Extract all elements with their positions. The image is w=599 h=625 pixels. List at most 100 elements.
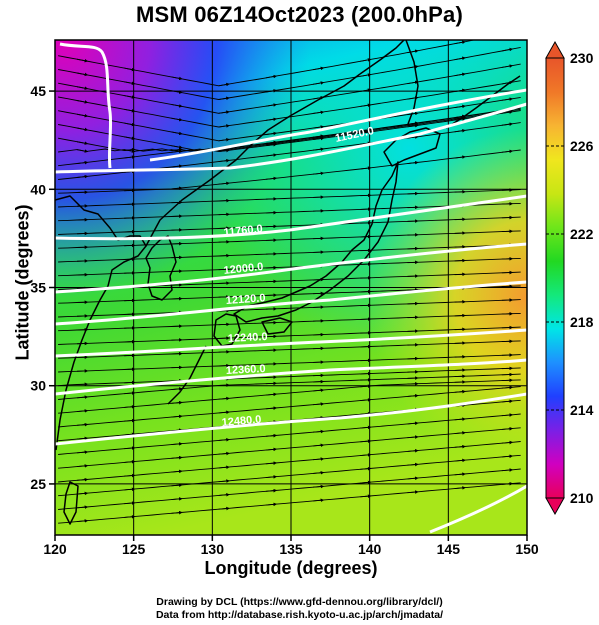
- colorbar-tick-label: 222: [570, 226, 594, 242]
- contour-labels: 11520.0 11760.0 12000.0 12120.0 12240.0 …: [221, 125, 375, 429]
- wind-arrow: [171, 131, 183, 136]
- wind-arrow: [218, 96, 230, 101]
- wind-arrow: [171, 147, 183, 152]
- wind-arrow: [360, 103, 372, 108]
- credit-data: Data from http://database.rish.kyoto-u.a…: [155, 609, 444, 621]
- x-tick-label: 145: [437, 541, 461, 557]
- colorbar-ticks: 230 226 222 218 214 210: [546, 50, 594, 506]
- wind-arrow: [407, 160, 419, 165]
- wind-arrow: [171, 414, 183, 419]
- wind-arrow: [265, 502, 278, 507]
- wind-arrow: [360, 439, 372, 443]
- taiwan-coast: [63, 481, 79, 525]
- wind-arrow: [407, 80, 419, 85]
- contour-line-12240: [55, 328, 527, 358]
- wind-arrow: [454, 389, 466, 394]
- wind-arrow: [124, 136, 136, 141]
- wind-arrow: [76, 86, 89, 90]
- wind-arrow: [171, 117, 183, 122]
- wind-arrow: [501, 122, 514, 126]
- ryukyu-islands: [167, 345, 207, 405]
- wind-arrow: [312, 443, 325, 448]
- wind-arrow: [360, 466, 372, 471]
- contour-line-11400: [59, 42, 113, 169]
- wind-arrow: [501, 399, 514, 404]
- wind-arrow: [360, 480, 372, 485]
- wind-arrow: [124, 473, 136, 478]
- wind-arrow: [407, 462, 419, 467]
- wind-arrow: [171, 387, 183, 391]
- x-tick-label: 140: [358, 541, 382, 557]
- wind-arrow: [312, 136, 325, 141]
- manchuria-coast: [145, 73, 361, 247]
- wind-arrow: [265, 447, 278, 452]
- wind-arrow: [312, 457, 325, 461]
- wind-arrow: [312, 147, 325, 152]
- colorbar-fill: [546, 58, 564, 498]
- coastlines: [55, 40, 521, 525]
- wind-arrow: [76, 395, 89, 399]
- wind-arrow: [76, 100, 89, 104]
- contour-label: 11760.0: [223, 223, 263, 239]
- y-tick-label: 35: [30, 280, 46, 296]
- wind-arrow: [218, 410, 230, 415]
- wind-arrow: [265, 392, 278, 397]
- wind-arrow: [454, 72, 466, 77]
- y-axis-ticks: 25 30 35 40 45: [30, 83, 55, 492]
- wind-arrow: [76, 491, 89, 496]
- wind-arrow: [76, 174, 89, 179]
- height-contours: [55, 42, 527, 534]
- wind-arrow: [312, 125, 325, 129]
- colorbar-tick-label: 214: [570, 402, 594, 418]
- wind-arrow: [76, 450, 89, 454]
- wind-arrow: [76, 477, 89, 482]
- wind-arrow: [124, 108, 136, 113]
- wind-arrow: [407, 490, 419, 494]
- wind-arrow: [124, 122, 136, 127]
- gridlines: [55, 40, 527, 535]
- wind-arrow: [124, 147, 136, 152]
- wind-arrow: [312, 498, 325, 503]
- honshu-coast: [233, 161, 399, 323]
- wind-arrow: [171, 510, 183, 515]
- wind-arrow: [502, 33, 511, 35]
- shikoku-coast: [261, 317, 293, 335]
- wind-arrow: [360, 425, 372, 430]
- wind-arrow: [312, 429, 325, 434]
- wind-arrow: [454, 128, 466, 133]
- colorbar-tick-label: 210: [570, 490, 594, 506]
- x-tick-label: 130: [201, 541, 225, 557]
- wind-arrow: [454, 417, 466, 421]
- wind-arrow: [171, 145, 183, 149]
- plot-area: 11520.0 11760.0 12000.0 12120.0 12240.0 …: [55, 33, 527, 535]
- wind-arrow: [76, 160, 89, 165]
- wind-arrow: [360, 453, 372, 457]
- wind-arrow: [265, 475, 278, 479]
- kyushu-coast: [213, 313, 241, 347]
- wind-arrow: [312, 402, 325, 406]
- wind-arrow: [312, 171, 325, 176]
- wind-arrow: [407, 421, 419, 426]
- wind-arrow: [218, 181, 230, 186]
- wind-arrow: [171, 442, 183, 446]
- wind-arrow: [171, 497, 183, 501]
- wind-arrow: [312, 388, 325, 393]
- wind-arrow: [407, 49, 419, 54]
- wind-arrow: [312, 66, 325, 71]
- wind-arrow: [265, 461, 278, 465]
- x-tick-label: 125: [122, 541, 146, 557]
- colorbar-tick-label: 218: [570, 314, 594, 330]
- wind-arrow: [124, 81, 136, 86]
- wind-arrow: [218, 506, 230, 511]
- wind-arrow: [312, 81, 325, 85]
- x-tick-label: 150: [515, 541, 539, 557]
- wind-arrow: [124, 432, 136, 437]
- wind-arrow: [265, 74, 278, 79]
- china-coast: [55, 195, 147, 451]
- wind-arrow: [218, 82, 230, 87]
- wind-arrow: [124, 155, 136, 159]
- wind-arrow: [218, 451, 230, 456]
- wind-arrow: [171, 483, 183, 487]
- wind-arrow: [360, 494, 372, 498]
